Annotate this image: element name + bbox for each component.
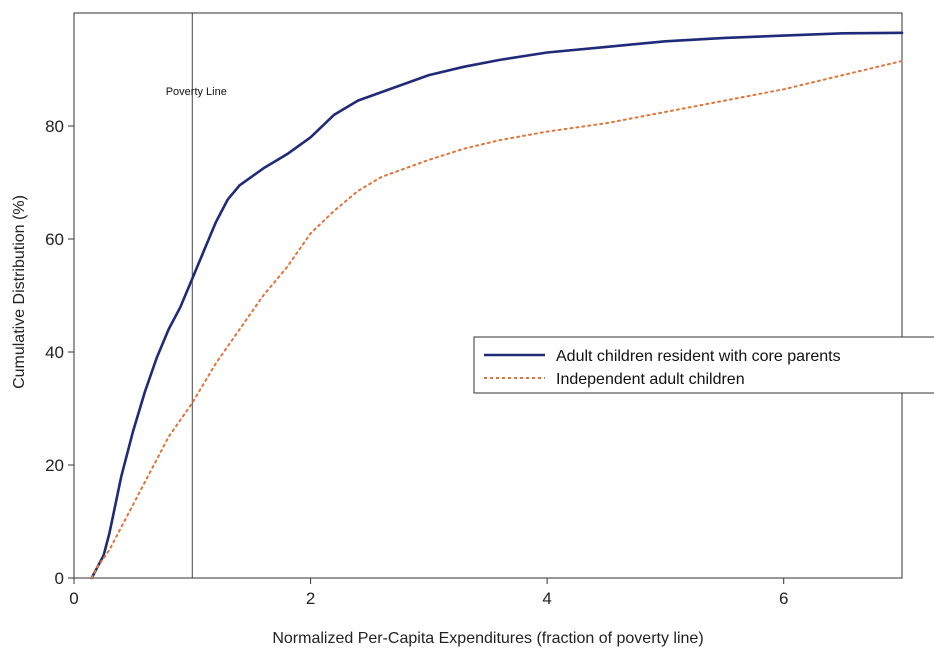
legend: Adult children resident with core parent… <box>473 336 934 394</box>
y-tick-label: 0 <box>55 569 64 588</box>
y-tick-label: 60 <box>45 230 64 249</box>
x-tick-label: 6 <box>779 589 788 608</box>
y-axis-ticks: 0 20 40 60 80 <box>45 117 74 588</box>
series-layer <box>90 31 904 580</box>
x-tick-label: 2 <box>306 589 315 608</box>
y-tick-label: 40 <box>45 343 64 362</box>
legend-box <box>473 336 934 394</box>
series-line-1 <box>90 60 903 579</box>
x-tick-label: 4 <box>542 589 551 608</box>
y-tick-label: 80 <box>45 117 64 136</box>
poverty-line-label: Poverty Line <box>166 86 227 98</box>
x-axis-ticks: 0 2 4 6 <box>69 578 788 608</box>
x-tick-label: 0 <box>69 589 78 608</box>
y-tick-label: 20 <box>45 456 64 475</box>
legend-label-resident: Adult children resident with core parent… <box>556 348 841 365</box>
x-axis-title: Normalized Per-Capita Expenditures (frac… <box>272 630 703 647</box>
series-line-0 <box>90 31 904 580</box>
y-axis-title: Cumulative Distribution (%) <box>11 195 28 389</box>
plot-frame <box>73 12 903 579</box>
legend-label-independent: Independent adult children <box>556 371 745 388</box>
